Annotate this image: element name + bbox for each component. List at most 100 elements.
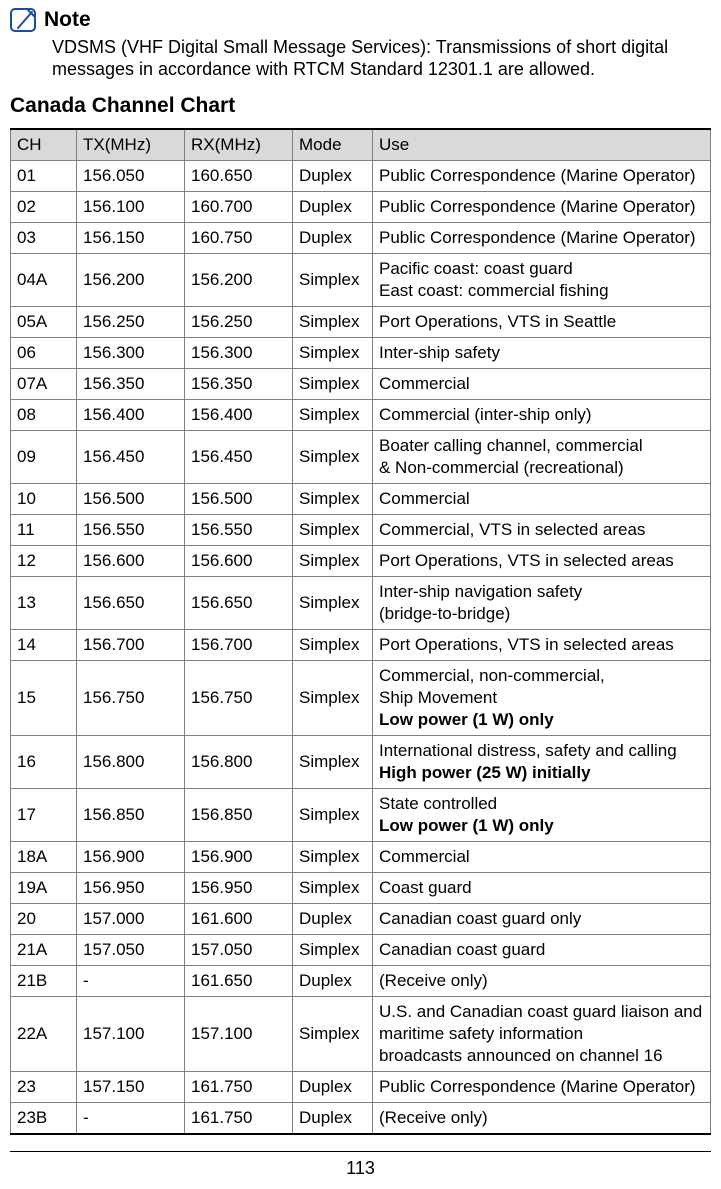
use-line: Public Correspondence (Marine Operator)	[379, 228, 696, 247]
table-row: 11156.550156.550SimplexCommercial, VTS i…	[11, 515, 711, 546]
cell-use: Public Correspondence (Marine Operator)	[373, 223, 711, 254]
cell-use: Commercial (inter-ship only)	[373, 400, 711, 431]
use-line: Port Operations, VTS in selected areas	[379, 635, 674, 654]
cell-mode: Duplex	[293, 966, 373, 997]
use-line: Commercial (inter-ship only)	[379, 405, 592, 424]
use-line: Commercial	[379, 374, 470, 393]
use-line: Canadian coast guard	[379, 940, 545, 959]
cell-rx: 161.650	[185, 966, 293, 997]
cell-rx: 156.450	[185, 431, 293, 484]
cell-rx: 156.500	[185, 484, 293, 515]
cell-ch: 22A	[11, 997, 77, 1072]
table-row: 08156.400156.400SimplexCommercial (inter…	[11, 400, 711, 431]
cell-rx: 156.600	[185, 546, 293, 577]
col-header-ch: CH	[11, 129, 77, 161]
table-row: 02156.100160.700DuplexPublic Corresponde…	[11, 192, 711, 223]
cell-ch: 06	[11, 338, 77, 369]
table-row: 16156.800156.800SimplexInternational dis…	[11, 736, 711, 789]
channel-table: CH TX(MHz) RX(MHz) Mode Use 01156.050160…	[10, 128, 711, 1135]
table-row: 06156.300156.300SimplexInter-ship safety	[11, 338, 711, 369]
use-line: & Non-commercial (recreational)	[379, 458, 624, 477]
cell-tx: 156.750	[77, 661, 185, 736]
use-line: Inter-ship safety	[379, 343, 500, 362]
cell-use: U.S. and Canadian coast guard liaison an…	[373, 997, 711, 1072]
cell-tx: 156.200	[77, 254, 185, 307]
cell-rx: 156.250	[185, 307, 293, 338]
cell-mode: Duplex	[293, 192, 373, 223]
cell-mode: Simplex	[293, 484, 373, 515]
cell-ch: 23	[11, 1072, 77, 1103]
cell-use: Canadian coast guard	[373, 935, 711, 966]
use-line: (Receive only)	[379, 971, 488, 990]
cell-use: Port Operations, VTS in selected areas	[373, 546, 711, 577]
cell-ch: 18A	[11, 842, 77, 873]
cell-mode: Simplex	[293, 630, 373, 661]
cell-tx: 156.150	[77, 223, 185, 254]
cell-mode: Simplex	[293, 842, 373, 873]
use-line: (bridge-to-bridge)	[379, 604, 510, 623]
cell-tx: 157.150	[77, 1072, 185, 1103]
cell-use: Public Correspondence (Marine Operator)	[373, 161, 711, 192]
note-header-row: Note	[10, 6, 711, 34]
cell-tx: -	[77, 1103, 185, 1135]
cell-use: Public Correspondence (Marine Operator)	[373, 192, 711, 223]
cell-mode: Simplex	[293, 873, 373, 904]
table-row: 23157.150161.750DuplexPublic Corresponde…	[11, 1072, 711, 1103]
cell-use: (Receive only)	[373, 1103, 711, 1135]
table-row: 19A156.950156.950SimplexCoast guard	[11, 873, 711, 904]
cell-ch: 03	[11, 223, 77, 254]
table-row: 20157.000161.600DuplexCanadian coast gua…	[11, 904, 711, 935]
cell-rx: 157.100	[185, 997, 293, 1072]
page: Note VDSMS (VHF Digital Small Message Se…	[0, 0, 721, 1189]
use-line: broadcasts announced on channel 16	[379, 1046, 663, 1065]
cell-tx: 156.900	[77, 842, 185, 873]
use-line: (Receive only)	[379, 1108, 488, 1127]
cell-mode: Simplex	[293, 997, 373, 1072]
cell-tx: 156.250	[77, 307, 185, 338]
cell-mode: Simplex	[293, 431, 373, 484]
table-row: 17156.850156.850SimplexState controlledL…	[11, 789, 711, 842]
cell-rx: 156.650	[185, 577, 293, 630]
table-row: 14156.700156.700SimplexPort Operations, …	[11, 630, 711, 661]
use-line: Commercial, non-commercial,	[379, 666, 605, 685]
cell-tx: 156.700	[77, 630, 185, 661]
cell-ch: 05A	[11, 307, 77, 338]
cell-tx: 157.050	[77, 935, 185, 966]
cell-ch: 15	[11, 661, 77, 736]
cell-rx: 160.650	[185, 161, 293, 192]
table-row: 13156.650156.650SimplexInter-ship naviga…	[11, 577, 711, 630]
cell-ch: 11	[11, 515, 77, 546]
cell-ch: 02	[11, 192, 77, 223]
cell-mode: Simplex	[293, 577, 373, 630]
use-line: Boater calling channel, commercial	[379, 436, 643, 455]
use-line: Commercial, VTS in selected areas	[379, 520, 645, 539]
cell-tx: -	[77, 966, 185, 997]
cell-ch: 21B	[11, 966, 77, 997]
cell-ch: 13	[11, 577, 77, 630]
cell-ch: 12	[11, 546, 77, 577]
cell-use: Commercial	[373, 484, 711, 515]
cell-rx: 161.750	[185, 1103, 293, 1135]
cell-use: Inter-ship navigation safety(bridge-to-b…	[373, 577, 711, 630]
cell-use: International distress, safety and calli…	[373, 736, 711, 789]
cell-tx: 156.850	[77, 789, 185, 842]
cell-tx: 156.100	[77, 192, 185, 223]
cell-rx: 156.300	[185, 338, 293, 369]
cell-tx: 156.350	[77, 369, 185, 400]
cell-tx: 156.500	[77, 484, 185, 515]
cell-mode: Simplex	[293, 254, 373, 307]
cell-rx: 161.600	[185, 904, 293, 935]
cell-mode: Simplex	[293, 307, 373, 338]
use-line: Pacific coast: coast guard	[379, 259, 573, 278]
cell-tx: 156.400	[77, 400, 185, 431]
cell-use: Commercial	[373, 369, 711, 400]
cell-mode: Duplex	[293, 1103, 373, 1135]
cell-use: Port Operations, VTS in Seattle	[373, 307, 711, 338]
cell-use: Pacific coast: coast guardEast coast: co…	[373, 254, 711, 307]
table-header-row: CH TX(MHz) RX(MHz) Mode Use	[11, 129, 711, 161]
cell-use: Port Operations, VTS in selected areas	[373, 630, 711, 661]
cell-mode: Duplex	[293, 904, 373, 935]
page-number: 113	[10, 1151, 711, 1179]
cell-mode: Simplex	[293, 789, 373, 842]
table-row: 07A156.350156.350SimplexCommercial	[11, 369, 711, 400]
